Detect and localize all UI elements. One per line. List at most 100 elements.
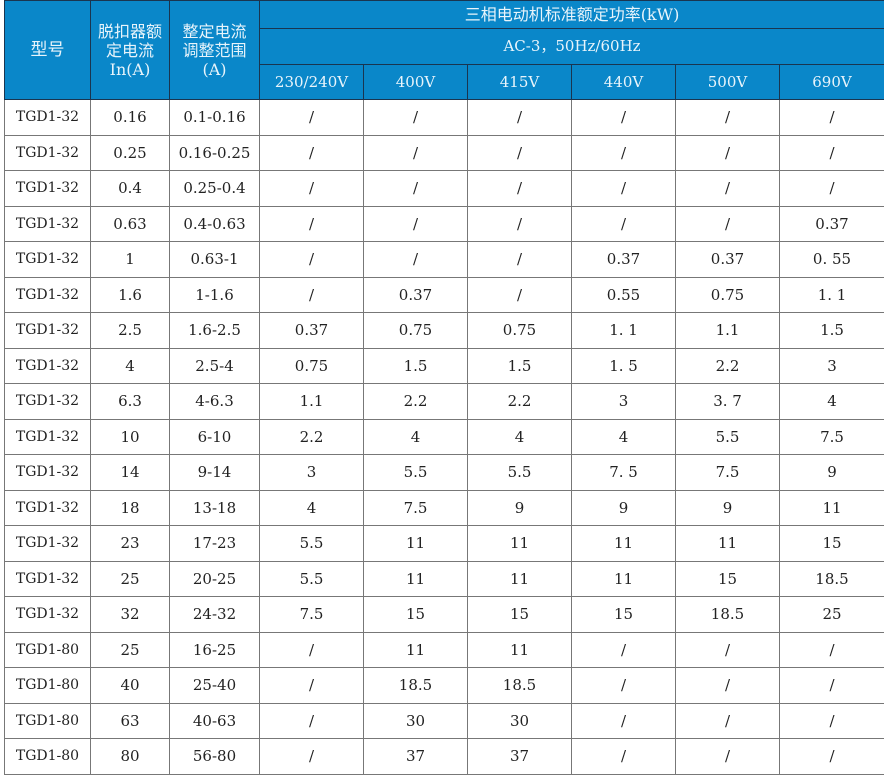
model-cell: TGD1-32 bbox=[4, 134, 91, 171]
value-cell: / bbox=[259, 205, 364, 242]
value-cell: 1. 1 bbox=[778, 276, 884, 313]
value-cell: 18.5 bbox=[778, 560, 884, 597]
value-cell: 4 bbox=[259, 489, 364, 526]
value-cell: / bbox=[571, 99, 676, 136]
value-cell: 15 bbox=[778, 525, 884, 562]
value-cell: / bbox=[675, 631, 780, 668]
value-cell: / bbox=[675, 134, 780, 171]
value-cell: 0.37 bbox=[571, 241, 676, 278]
table-row: TGD1-32 18 13-18 4 7.5 9 9 9 11 bbox=[4, 489, 884, 526]
value-cell: / bbox=[259, 276, 364, 313]
value-cell: 40-63 bbox=[169, 702, 260, 739]
value-cell: 3 bbox=[778, 347, 884, 384]
value-cell: 63 bbox=[90, 702, 170, 739]
value-cell: 0.63-1 bbox=[169, 241, 260, 278]
value-cell: 37 bbox=[467, 738, 572, 775]
value-cell: 0.75 bbox=[259, 347, 364, 384]
value-cell: / bbox=[778, 170, 884, 207]
value-cell: 0.37 bbox=[778, 205, 884, 242]
model-cell: TGD1-32 bbox=[4, 205, 91, 242]
value-cell: / bbox=[778, 667, 884, 704]
table-row: TGD1-32 10 6-10 2.2 4 4 4 5.5 7.5 bbox=[4, 418, 884, 455]
value-cell: 18.5 bbox=[363, 667, 468, 704]
table-row: TGD1-32 1 0.63-1///0.37 0.37 0. 55 bbox=[4, 241, 884, 278]
value-cell: / bbox=[571, 667, 676, 704]
value-cell: 1. 1 bbox=[571, 312, 676, 349]
value-cell: 9 bbox=[675, 489, 780, 526]
value-cell: 7.5 bbox=[778, 418, 884, 455]
value-cell: 11 bbox=[363, 631, 468, 668]
value-cell: 23 bbox=[90, 525, 170, 562]
table-row: TGD1-32 14 9-14 3 5.5 5.5 7. 5 7.5 9 bbox=[4, 454, 884, 491]
model-cell: TGD1-32 bbox=[4, 276, 91, 313]
value-cell: 5.5 bbox=[467, 454, 572, 491]
table-row: TGD1-32 25 20-25 5.5 11 11 11 15 18.5 bbox=[4, 560, 884, 597]
value-cell: 1.5 bbox=[778, 312, 884, 349]
value-cell: / bbox=[259, 241, 364, 278]
model-cell: TGD1-32 bbox=[4, 170, 91, 207]
table-row: TGD1-32 1.6 1-1.6/0.37/0.55 0.75 1. 1 bbox=[4, 276, 884, 313]
value-cell: 0.16 bbox=[90, 99, 170, 136]
value-cell: 0.4-0.63 bbox=[169, 205, 260, 242]
value-cell: / bbox=[467, 170, 572, 207]
value-cell: 11 bbox=[467, 560, 572, 597]
value-cell: 0.63 bbox=[90, 205, 170, 242]
value-cell: 5.5 bbox=[675, 418, 780, 455]
value-cell: 11 bbox=[675, 525, 780, 562]
value-cell: 1.5 bbox=[467, 347, 572, 384]
value-cell: / bbox=[363, 99, 468, 136]
value-cell: 11 bbox=[778, 489, 884, 526]
value-cell: 1 bbox=[90, 241, 170, 278]
value-cell: 0.4 bbox=[90, 170, 170, 207]
table-row: TGD1-32 0.63 0.4-0.63// / //0.37 bbox=[4, 205, 884, 242]
header-power-sub: AC-3，50Hz/60Hz bbox=[258, 28, 884, 65]
table-row: TGD1-32 2.5 1.6-2.5 0.37 0.75 0.75 1. 1 1.1 1.5 bbox=[4, 312, 884, 349]
value-cell: 40 bbox=[90, 667, 170, 704]
value-cell: / bbox=[467, 99, 572, 136]
value-cell: 30 bbox=[363, 702, 468, 739]
value-cell: / bbox=[571, 170, 676, 207]
value-cell: 0.1-0.16 bbox=[169, 99, 260, 136]
value-cell: 11 bbox=[363, 525, 468, 562]
value-cell: 25 bbox=[90, 560, 170, 597]
value-cell: / bbox=[259, 170, 364, 207]
value-cell: 7.5 bbox=[363, 489, 468, 526]
header-rated-current: 脱扣器额定电流 In(A) bbox=[90, 0, 170, 100]
value-cell: 6.3 bbox=[90, 383, 170, 420]
header-adjust-range: 整定电流调整范围(A) bbox=[169, 0, 260, 100]
value-cell: / bbox=[778, 631, 884, 668]
value-cell: 3 bbox=[571, 383, 676, 420]
table-row: TGD1-32 32 24-32 7.5 15 15 15 18.5 25 bbox=[4, 596, 884, 633]
model-cell: TGD1-32 bbox=[4, 489, 91, 526]
value-cell: 5.5 bbox=[259, 525, 364, 562]
value-cell: 0. 55 bbox=[778, 241, 884, 278]
model-cell: TGD1-80 bbox=[4, 667, 91, 704]
value-cell: 2.2 bbox=[259, 418, 364, 455]
value-cell: / bbox=[778, 738, 884, 775]
value-cell: 18.5 bbox=[467, 667, 572, 704]
value-cell: / bbox=[259, 738, 364, 775]
value-cell: 11 bbox=[467, 525, 572, 562]
model-cell: TGD1-32 bbox=[4, 312, 91, 349]
value-cell: / bbox=[675, 667, 780, 704]
value-cell: 0.25 bbox=[90, 134, 170, 171]
value-cell: 2.2 bbox=[675, 347, 780, 384]
value-cell: / bbox=[259, 631, 364, 668]
value-cell: 1.1 bbox=[675, 312, 780, 349]
model-cell: TGD1-32 bbox=[4, 560, 91, 597]
value-cell: / bbox=[778, 134, 884, 171]
header-voltage: 415V bbox=[467, 64, 572, 100]
value-cell: / bbox=[571, 702, 676, 739]
value-cell: 2.5-4 bbox=[169, 347, 260, 384]
value-cell: / bbox=[675, 205, 780, 242]
value-cell: / bbox=[571, 134, 676, 171]
value-cell: / bbox=[259, 99, 364, 136]
value-cell: 25 bbox=[778, 596, 884, 633]
value-cell: 11 bbox=[363, 560, 468, 597]
value-cell: 25 bbox=[90, 631, 170, 668]
value-cell: / bbox=[467, 241, 572, 278]
value-cell: / bbox=[363, 170, 468, 207]
header-power-title: 三相电动机标准额定功率(kW) bbox=[258, 0, 884, 29]
value-cell: / bbox=[467, 276, 572, 313]
model-cell: TGD1-80 bbox=[4, 738, 91, 775]
